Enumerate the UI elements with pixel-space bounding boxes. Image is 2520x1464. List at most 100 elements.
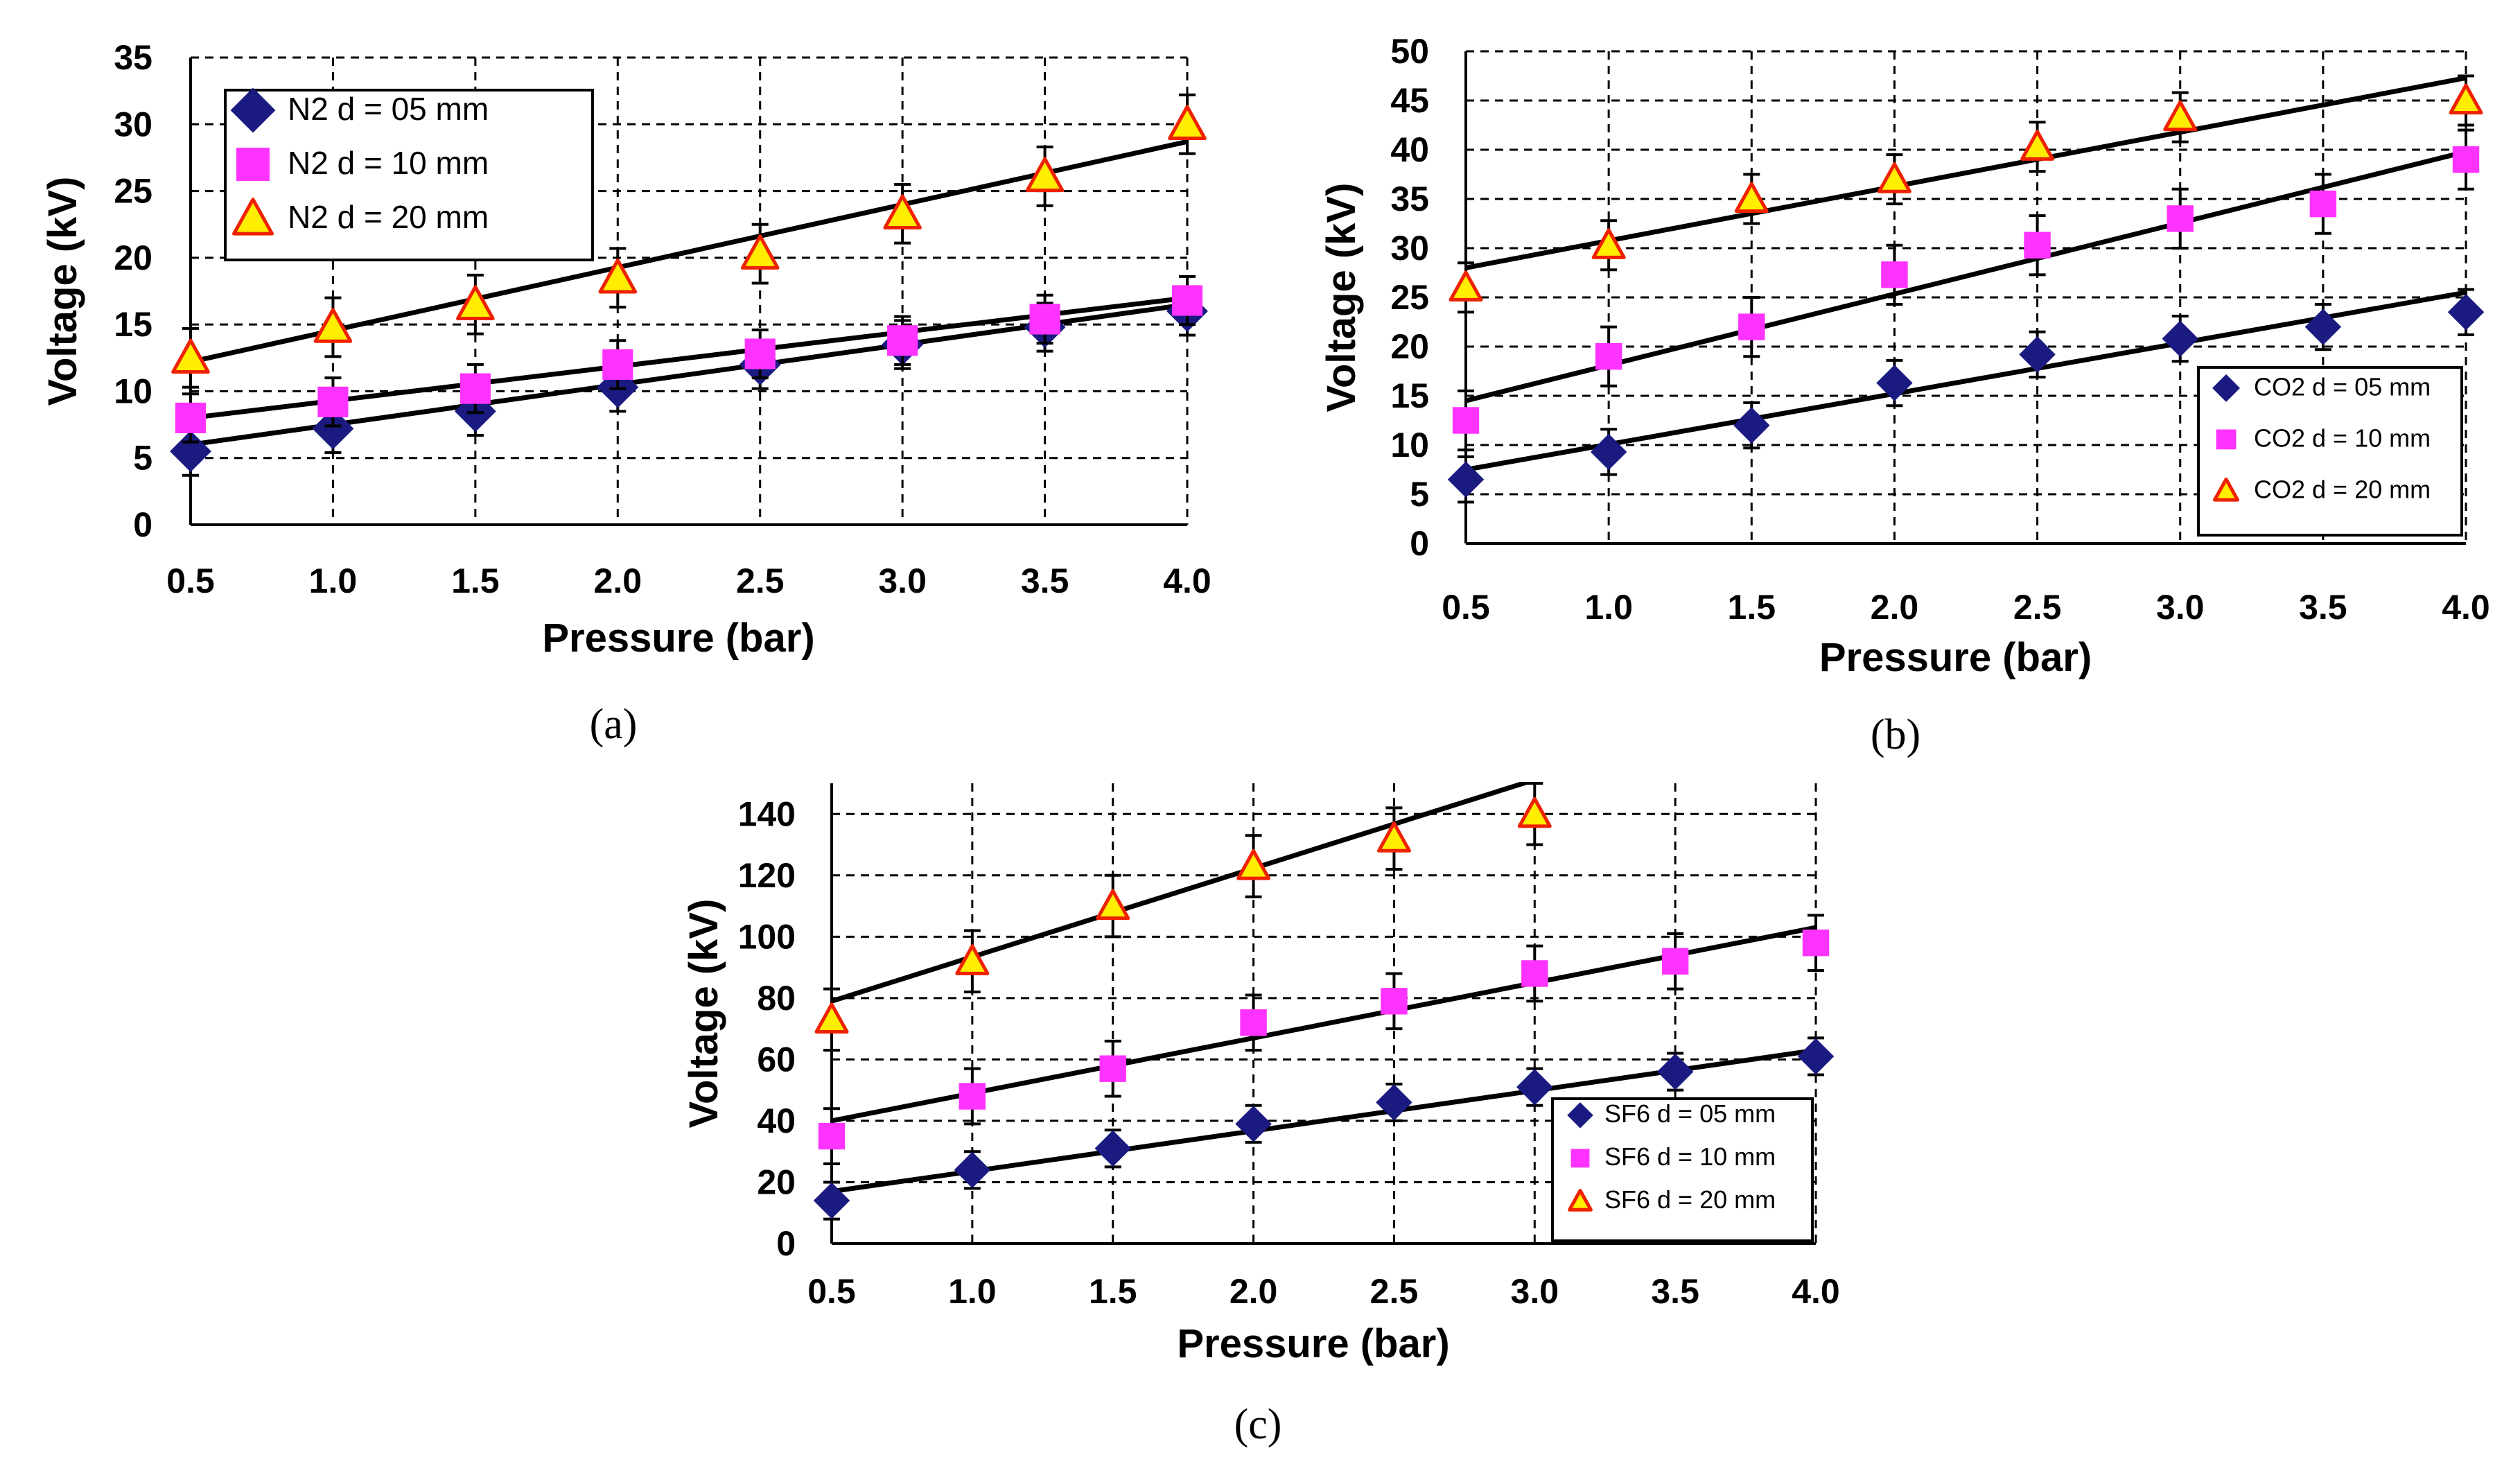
trend-line	[190, 302, 1188, 447]
data-point	[813, 1182, 850, 1219]
data-point	[1240, 1009, 1267, 1036]
data-point	[2452, 146, 2480, 173]
trend-line	[1465, 149, 2467, 403]
data-point	[2309, 190, 2337, 218]
legend-label: SF6 d = 10 mm	[1604, 1142, 1776, 1171]
data-point	[598, 258, 638, 294]
data-point	[1516, 1069, 1553, 1106]
legend-symbol	[236, 148, 270, 182]
x-tick-label: 3.5	[2299, 588, 2347, 627]
y-tick-label: 0	[776, 1224, 796, 1263]
legend-label: N2 d = 05 mm	[288, 91, 489, 127]
trend-line	[830, 782, 1537, 1004]
x-tick-label: 3.0	[1511, 1272, 1559, 1311]
x-tick-label: 2.0	[1230, 1272, 1278, 1311]
y-tick-label: 120	[738, 856, 796, 895]
y-tick-label: 60	[757, 1040, 796, 1079]
x-tick-label: 3.0	[878, 561, 927, 600]
trend-line	[190, 295, 1188, 421]
y-tick-label: 80	[757, 979, 796, 1018]
legend-box	[2197, 366, 2463, 537]
legend-symbol	[230, 87, 276, 133]
y-tick-label: 35	[1390, 180, 1429, 218]
data-point	[2449, 83, 2483, 115]
y-tick-label: 10	[114, 372, 152, 410]
x-axis-label: Pressure (bar)	[1177, 1321, 1449, 1366]
panel-caption: (c)	[1234, 1401, 1282, 1448]
data-point	[1591, 228, 1626, 259]
data-point	[883, 194, 922, 230]
data-point	[2162, 320, 2198, 357]
series-triangle	[171, 93, 1207, 389]
legend-label: CO2 d = 20 mm	[2254, 476, 2431, 504]
series-square	[175, 274, 1203, 444]
data-point	[1094, 1130, 1131, 1167]
legend-symbol	[232, 198, 274, 236]
x-tick-label: 2.5	[2013, 588, 2062, 627]
data-point	[1376, 821, 1411, 853]
y-tick-label: 25	[114, 172, 152, 211]
y-tick-label: 100	[738, 917, 796, 956]
x-tick-label: 2.0	[1871, 588, 1919, 627]
data-point	[1661, 948, 1689, 975]
plot-area	[170, 93, 1208, 477]
data-point	[1590, 433, 1627, 471]
legend: SF6 d = 05 mm SF6 d = 10 mm SF6 d = 20 mm	[1551, 1097, 1814, 1242]
legend-symbol	[2216, 429, 2237, 450]
y-tick-label: 40	[1390, 130, 1429, 169]
data-point	[1734, 182, 1769, 214]
x-tick-label: 3.5	[1021, 561, 1069, 600]
data-point	[740, 234, 780, 270]
data-point	[955, 944, 990, 975]
data-point	[1029, 304, 1060, 335]
data-point	[2024, 232, 2051, 259]
legend: CO2 d = 05 mm CO2 d = 10 mm CO2 d = 20 mm	[2197, 366, 2463, 537]
trend-line	[1465, 75, 2467, 270]
data-point	[1521, 960, 1548, 987]
legend-symbol	[1568, 1189, 1593, 1212]
legend-symbol	[2212, 374, 2241, 402]
gridlines	[1466, 50, 2467, 543]
chart-panel-b: 0 5 10 15 20 25 30 35 40 45 50 0.5 1.0 1.5 2.0 2.5 3.0 3.…	[1319, 32, 2490, 758]
x-tick-label: 2.5	[1370, 1272, 1419, 1311]
x-tick-label: 4.0	[2442, 588, 2490, 627]
data-point	[1236, 849, 1271, 880]
data-point	[171, 338, 210, 374]
data-point	[313, 308, 353, 343]
data-point	[456, 285, 495, 320]
data-point	[1738, 313, 1765, 340]
x-tick-label: 3.5	[1651, 1272, 1699, 1311]
series-triangle	[1449, 74, 2483, 314]
data-point	[1802, 929, 1830, 957]
series-square	[1452, 128, 2480, 452]
legend-label: CO2 d = 10 mm	[2254, 424, 2431, 453]
data-point	[2447, 294, 2485, 331]
data-point	[814, 1002, 849, 1034]
x-tick-label: 3.0	[2156, 588, 2205, 627]
y-tick-label: 5	[133, 439, 152, 478]
y-tick-label: 20	[1390, 327, 1429, 366]
x-tick-label: 1.5	[1089, 1272, 1137, 1311]
data-point	[460, 373, 491, 404]
data-point	[954, 1151, 991, 1188]
y-tick-label: 30	[114, 105, 152, 143]
y-tick-label: 0	[133, 505, 152, 544]
data-point	[602, 349, 633, 380]
y-tick-label: 20	[114, 238, 152, 277]
series-triangle	[814, 782, 1552, 1052]
x-tick-label: 4.0	[1163, 561, 1211, 600]
data-point	[170, 430, 211, 473]
x-tick-label: 1.0	[1584, 588, 1633, 627]
data-point	[1171, 285, 1203, 316]
series-square	[818, 914, 1830, 1165]
y-axis-label: Voltage (kV)	[1319, 183, 1364, 412]
data-point	[1447, 461, 1485, 498]
y-tick-label: 40	[757, 1101, 796, 1140]
y-tick-label: 30	[1390, 229, 1429, 268]
data-point	[1168, 105, 1207, 141]
y-axis-label: Voltage (kV)	[681, 899, 726, 1128]
data-point	[175, 402, 207, 434]
x-tick-label: 2.5	[736, 561, 785, 600]
legend-symbol	[2213, 477, 2239, 502]
